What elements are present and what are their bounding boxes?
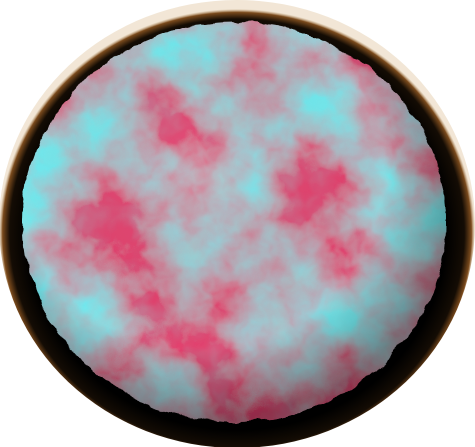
sphere-render bbox=[0, 0, 475, 447]
textured-sphere bbox=[22, 22, 446, 422]
